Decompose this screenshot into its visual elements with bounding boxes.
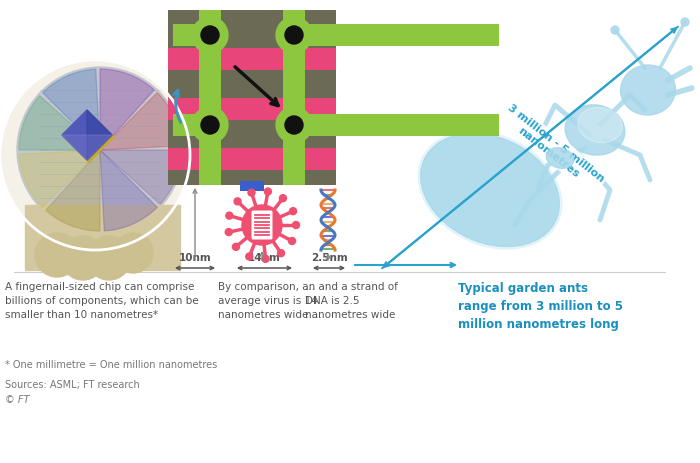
Circle shape — [234, 198, 241, 205]
Text: 10nm: 10nm — [178, 253, 211, 263]
Polygon shape — [64, 112, 114, 162]
Circle shape — [0, 60, 190, 250]
Circle shape — [17, 67, 183, 233]
Circle shape — [242, 205, 282, 245]
Ellipse shape — [565, 105, 625, 155]
Circle shape — [611, 26, 619, 34]
FancyBboxPatch shape — [173, 24, 221, 46]
Wedge shape — [19, 96, 100, 150]
Wedge shape — [43, 69, 100, 150]
Text: Sources: ASML; FT research: Sources: ASML; FT research — [5, 380, 140, 390]
Circle shape — [288, 238, 295, 244]
Text: * One millimetre = One million nanometres: * One millimetre = One million nanometre… — [5, 360, 217, 370]
Wedge shape — [46, 150, 100, 231]
Polygon shape — [87, 110, 112, 160]
Circle shape — [681, 18, 689, 26]
Circle shape — [285, 116, 303, 134]
Circle shape — [265, 188, 272, 195]
FancyBboxPatch shape — [283, 10, 305, 185]
Circle shape — [290, 208, 297, 215]
Circle shape — [276, 17, 312, 53]
Text: 3 million - 5 million
nanometres: 3 million - 5 million nanometres — [498, 103, 606, 193]
Circle shape — [35, 233, 79, 277]
Circle shape — [246, 253, 253, 260]
FancyBboxPatch shape — [251, 211, 272, 239]
Text: 14nm: 14nm — [248, 253, 281, 263]
Ellipse shape — [421, 133, 559, 247]
Ellipse shape — [418, 131, 562, 249]
Circle shape — [61, 236, 105, 280]
Circle shape — [192, 17, 228, 53]
Polygon shape — [25, 205, 180, 270]
Text: A fingernail-sized chip can comprise
billions of components, which can be
smalle: A fingernail-sized chip can comprise bil… — [5, 282, 199, 320]
Circle shape — [232, 244, 239, 250]
Polygon shape — [62, 135, 112, 160]
FancyBboxPatch shape — [168, 148, 336, 170]
Circle shape — [293, 221, 300, 229]
Text: 2.5nm: 2.5nm — [311, 253, 347, 263]
FancyBboxPatch shape — [240, 181, 264, 191]
Circle shape — [225, 229, 232, 236]
FancyBboxPatch shape — [168, 10, 336, 185]
Circle shape — [201, 116, 219, 134]
Wedge shape — [19, 150, 100, 207]
Circle shape — [277, 250, 284, 257]
FancyBboxPatch shape — [168, 98, 336, 120]
Text: By comparison, an
average virus is 14
nanometres wide ...: By comparison, an average virus is 14 na… — [218, 282, 322, 320]
FancyBboxPatch shape — [283, 24, 499, 46]
Polygon shape — [62, 110, 112, 160]
Wedge shape — [100, 93, 181, 150]
Circle shape — [279, 195, 286, 202]
Circle shape — [201, 26, 219, 44]
Circle shape — [276, 107, 312, 143]
Circle shape — [192, 107, 228, 143]
Circle shape — [113, 233, 153, 273]
FancyBboxPatch shape — [199, 10, 221, 185]
Ellipse shape — [578, 107, 622, 143]
Circle shape — [87, 236, 131, 280]
FancyBboxPatch shape — [283, 114, 499, 136]
Text: Typical garden ants
range from 3 million to 5
million nanometres long: Typical garden ants range from 3 million… — [458, 282, 623, 331]
Wedge shape — [100, 69, 154, 150]
Ellipse shape — [620, 65, 676, 115]
Ellipse shape — [546, 148, 574, 169]
FancyBboxPatch shape — [173, 114, 221, 136]
Circle shape — [226, 212, 233, 219]
Wedge shape — [100, 150, 181, 204]
Circle shape — [248, 189, 255, 196]
Wedge shape — [100, 150, 158, 231]
Circle shape — [285, 26, 303, 44]
Circle shape — [262, 255, 269, 263]
Text: © FT: © FT — [5, 395, 29, 405]
FancyBboxPatch shape — [168, 48, 336, 70]
Text: ... and a strand of
DNA is 2.5
nanometres wide: ... and a strand of DNA is 2.5 nanometre… — [305, 282, 398, 320]
